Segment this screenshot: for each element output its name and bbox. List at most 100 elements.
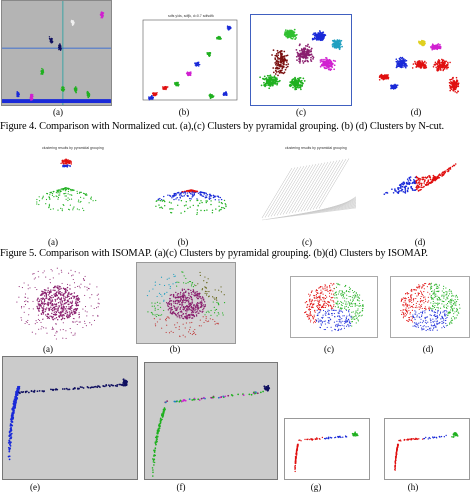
scatter-point xyxy=(78,316,80,318)
scatter-point xyxy=(275,80,277,83)
scatter-point xyxy=(189,329,191,331)
scatter-point xyxy=(350,295,352,298)
scatter-point xyxy=(351,325,353,327)
scatter-point xyxy=(169,285,171,288)
scatter-point xyxy=(63,188,65,190)
scatter-point xyxy=(73,206,75,208)
scatter-point xyxy=(397,65,400,67)
scatter-point xyxy=(379,75,382,78)
scatter-point xyxy=(306,45,309,47)
scatter-point xyxy=(65,306,68,308)
scatter-point xyxy=(62,287,65,290)
scatter-point xyxy=(50,300,52,302)
scatter-point xyxy=(309,311,311,313)
scatter-point xyxy=(41,326,43,328)
scatter-point xyxy=(61,310,63,312)
scatter-point xyxy=(51,308,53,311)
scatter-point xyxy=(318,300,321,302)
scatter-point xyxy=(432,47,434,50)
scatter-point xyxy=(284,31,287,33)
scatter-point xyxy=(202,298,205,300)
scatter-point xyxy=(174,192,177,195)
scatter-point xyxy=(415,181,417,183)
scatter-point xyxy=(159,318,161,320)
scatter-point xyxy=(91,324,93,326)
scatter-point xyxy=(46,193,49,195)
scatter-point xyxy=(384,77,386,80)
scatter-point xyxy=(177,312,179,315)
scatter-point xyxy=(319,61,322,63)
scatter-point xyxy=(161,86,164,88)
scatter-point xyxy=(78,321,80,323)
scatter-point xyxy=(50,40,53,42)
scatter-point xyxy=(262,77,264,80)
scatter-point xyxy=(206,196,208,198)
scatter-point xyxy=(46,303,48,306)
scatter-point xyxy=(166,316,168,318)
scatter-point xyxy=(263,75,266,78)
scatter-point xyxy=(200,209,202,212)
scatter-point xyxy=(198,292,201,295)
scatter-point xyxy=(72,207,74,209)
scatter-point xyxy=(395,66,398,69)
scatter-point xyxy=(178,191,180,194)
scatter-point xyxy=(184,193,186,195)
scatter-point xyxy=(181,316,183,318)
scatter-point xyxy=(405,59,408,62)
scatter-point xyxy=(60,302,62,304)
scatter-point xyxy=(183,308,186,310)
scatter-point xyxy=(404,59,406,61)
scatter-point xyxy=(281,67,284,70)
scatter-point xyxy=(180,303,182,306)
scatter-point xyxy=(101,15,103,17)
scatter-point xyxy=(151,305,153,307)
scatter-point xyxy=(341,45,343,48)
fig4b-title: sdfs y/ds, sdfjk, d=0.7 sdfsdfk xyxy=(168,14,214,18)
scatter-point xyxy=(204,292,206,294)
scatter-point xyxy=(38,300,41,303)
scatter-point xyxy=(211,212,214,214)
scatter-point xyxy=(166,278,168,280)
scatter-point xyxy=(45,276,47,278)
scatter-point xyxy=(330,68,333,71)
scatter-point xyxy=(149,97,151,100)
scatter-point xyxy=(432,44,434,46)
scatter-point xyxy=(189,280,192,283)
scatter-point xyxy=(387,74,389,76)
scatter-point xyxy=(174,309,177,311)
scatter-point xyxy=(62,294,64,297)
scatter-point xyxy=(59,312,61,314)
scatter-point xyxy=(42,318,44,321)
scatter-point xyxy=(55,192,58,194)
scatter-point xyxy=(277,70,280,73)
scatter-point xyxy=(42,297,44,300)
scatter-point xyxy=(272,78,275,80)
scatter-point xyxy=(43,270,45,272)
fig5c-plot xyxy=(261,158,357,221)
scatter-point xyxy=(200,306,202,308)
scatter-point xyxy=(191,283,193,285)
scatter-point xyxy=(166,302,168,304)
scatter-point xyxy=(216,315,218,317)
scatter-point xyxy=(164,200,166,203)
scatter-point xyxy=(84,320,86,322)
scatter-point xyxy=(179,193,181,195)
scatter-point xyxy=(170,300,172,302)
scatter-point xyxy=(226,94,228,96)
scatter-point xyxy=(172,208,174,210)
scatter-point xyxy=(60,299,62,301)
scatter-point xyxy=(73,297,75,299)
scatter-point xyxy=(277,54,280,57)
scatter-point xyxy=(423,43,425,46)
scatter-point xyxy=(90,196,92,198)
scatter-point xyxy=(325,67,328,70)
scatter-point xyxy=(220,208,222,211)
scatter-point xyxy=(432,66,435,68)
scatter-point xyxy=(62,86,64,89)
scatter-point xyxy=(169,294,172,296)
scatter-point xyxy=(447,61,449,64)
scatter-point xyxy=(309,321,312,323)
scatter-point xyxy=(62,87,64,90)
scatter-point xyxy=(35,333,37,335)
scatter-point xyxy=(161,327,163,329)
